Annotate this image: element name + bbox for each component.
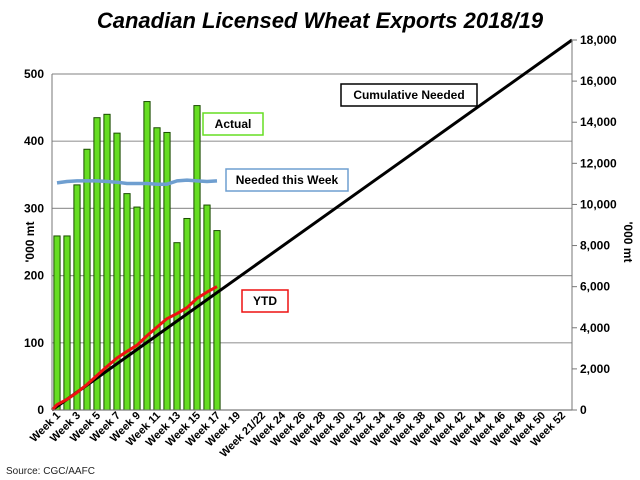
legend-actual-label: Actual (215, 117, 252, 131)
legend-needed-label: Needed this Week (236, 173, 339, 187)
y-right-tick-label: 10,000 (580, 197, 617, 211)
source-note: Source: CGC/AAFC (6, 466, 95, 477)
chart-title: Canadian Licensed Wheat Exports 2018/19 (97, 8, 544, 33)
bar-actual (193, 105, 201, 411)
bar-actual (53, 235, 61, 411)
y-right-tick-label: 16,000 (580, 74, 617, 88)
line-ytd (50, 285, 218, 412)
y-right-tick-label: 2,000 (580, 362, 610, 376)
legend-ytd: YTD (241, 289, 289, 313)
y-left-tick-label: 400 (24, 134, 44, 148)
legend-cumulative-box (340, 83, 478, 107)
bar-actual (63, 235, 71, 411)
line-cumulative-needed (51, 38, 573, 412)
y-right-tick-label: 8,000 (580, 239, 610, 253)
y-right-tick-label: 14,000 (580, 115, 617, 129)
legend-needed-box (225, 168, 349, 192)
bar-actual (93, 117, 101, 411)
legend-cumulative-needed: Cumulative Needed (340, 83, 478, 107)
line-needed-this-week (56, 178, 218, 186)
bar-actual (203, 204, 211, 411)
bar-actual (153, 127, 161, 411)
y-axis-right-label: '000 mt (621, 222, 635, 263)
bar-actual (163, 131, 171, 411)
y-left-tick-label: 200 (24, 269, 44, 283)
y-left-tick-label: 0 (37, 403, 44, 417)
y-right-tick-label: 4,000 (580, 321, 610, 335)
legend-ytd-box (241, 289, 289, 313)
y-right-tick-label: 12,000 (580, 156, 617, 170)
legend-ytd-label: YTD (253, 294, 277, 308)
y-left-tick-label: 100 (24, 336, 44, 350)
y-left-tick-label: 500 (24, 67, 44, 81)
left-axis: 0 100 200 300 400 500 (24, 67, 53, 417)
y-right-tick-label: 6,000 (580, 280, 610, 294)
y-right-tick-label: 18,000 (580, 33, 617, 47)
legend-actual-box (202, 112, 264, 136)
y-axis-left-label: '000 mt (23, 222, 37, 263)
right-axis: 0 2,000 4,000 6,000 8,000 10,000 12,000 14,000 1… (571, 33, 617, 417)
bar-actual (173, 242, 181, 411)
line-series (50, 38, 573, 412)
bar-actual (123, 193, 131, 411)
legend-actual: Actual (202, 112, 264, 136)
legend-needed-this-week: Needed this Week (225, 168, 349, 192)
bar-actual (73, 184, 81, 411)
bar-actual (213, 230, 221, 411)
bar-series-actual (53, 101, 221, 411)
bar-actual (133, 206, 141, 411)
legend-cumulative-label: Cumulative Needed (353, 88, 464, 102)
y-right-tick-label: 0 (580, 403, 587, 417)
bar-actual (143, 101, 151, 411)
bar-actual (113, 132, 121, 411)
bar-actual (83, 148, 91, 411)
y-left-tick-label: 300 (24, 201, 44, 215)
